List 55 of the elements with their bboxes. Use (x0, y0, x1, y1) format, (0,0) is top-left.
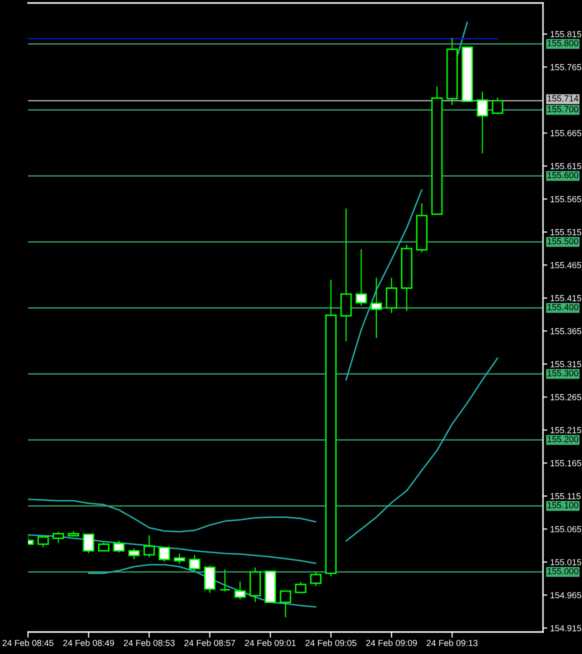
candlestick (52, 532, 64, 543)
candlestick (113, 540, 125, 553)
candlestick (476, 92, 488, 154)
candlestick (294, 582, 306, 594)
candlestick (250, 567, 261, 602)
ref-line-label: 155.400 (548, 304, 578, 310)
y-tick-label: 155.315 (550, 361, 582, 368)
y-tick-label: 155.765 (550, 64, 582, 70)
y-tick-label: 155.065 (550, 526, 582, 532)
candlestick (188, 554, 200, 571)
candlestick (82, 534, 94, 554)
y-tick-label: 155.615 (550, 163, 582, 170)
ref-line-label: 155.500 (548, 238, 578, 244)
candlestick (37, 536, 49, 548)
y-tick-label: 155.165 (550, 460, 582, 466)
y-tick-label: 155.815 (550, 31, 582, 38)
y-tick-label: 155.415 (550, 295, 582, 302)
y-tick-label: 155.665 (550, 130, 582, 136)
y-tick-label: 154.915 (550, 625, 582, 632)
x-tick-label: 24 Feb 08:57 (184, 640, 236, 646)
x-tick-label: 24 Feb 08:53 (124, 640, 175, 646)
ref-line-label: 155.600 (548, 172, 578, 178)
y-tick-label: 155.465 (550, 262, 582, 268)
y-tick-label: 155.215 (550, 427, 582, 434)
x-tick-label: 24 Feb 09:05 (306, 640, 356, 646)
ref-line-label: 155.800 (548, 40, 578, 46)
y-tick-label: 155.265 (550, 394, 582, 400)
x-tick-label: 24 Feb 09:01 (245, 640, 296, 646)
x-tick-label: 24 Feb 09:13 (426, 640, 478, 646)
candlestick (219, 569, 231, 592)
y-tick-label: 155.565 (550, 196, 582, 202)
ref-line-label: 155.714 (548, 95, 578, 102)
y-tick-label: 155.365 (550, 328, 582, 334)
candlestick (492, 97, 504, 114)
y-tick-label: 155.115 (550, 493, 581, 500)
candlestick (280, 590, 292, 618)
candlestick (143, 535, 155, 558)
ref-line-label: 155.300 (548, 370, 578, 376)
ref-line-label: 155.100 (548, 502, 578, 508)
x-tick-label: 24 Feb 08:49 (63, 640, 114, 646)
ref-line-label: 155.700 (548, 106, 578, 112)
candlestick (204, 565, 216, 593)
ref-line-label: 155.000 (548, 568, 578, 574)
candlestick (158, 546, 170, 562)
candlestick (234, 581, 246, 600)
y-tick-label: 155.015 (550, 559, 582, 566)
x-tick-label: 24 Feb 08:45 (2, 640, 54, 646)
ref-line-label: 155.200 (548, 436, 578, 442)
y-tick-label: 155.515 (550, 229, 582, 236)
y-tick-label: 154.965 (550, 592, 582, 598)
candlestick (174, 554, 186, 564)
x-tick-label: 24 Feb 09:09 (366, 640, 417, 646)
candlestick (128, 548, 140, 560)
candlestick (310, 572, 322, 586)
line-series (88, 564, 316, 608)
